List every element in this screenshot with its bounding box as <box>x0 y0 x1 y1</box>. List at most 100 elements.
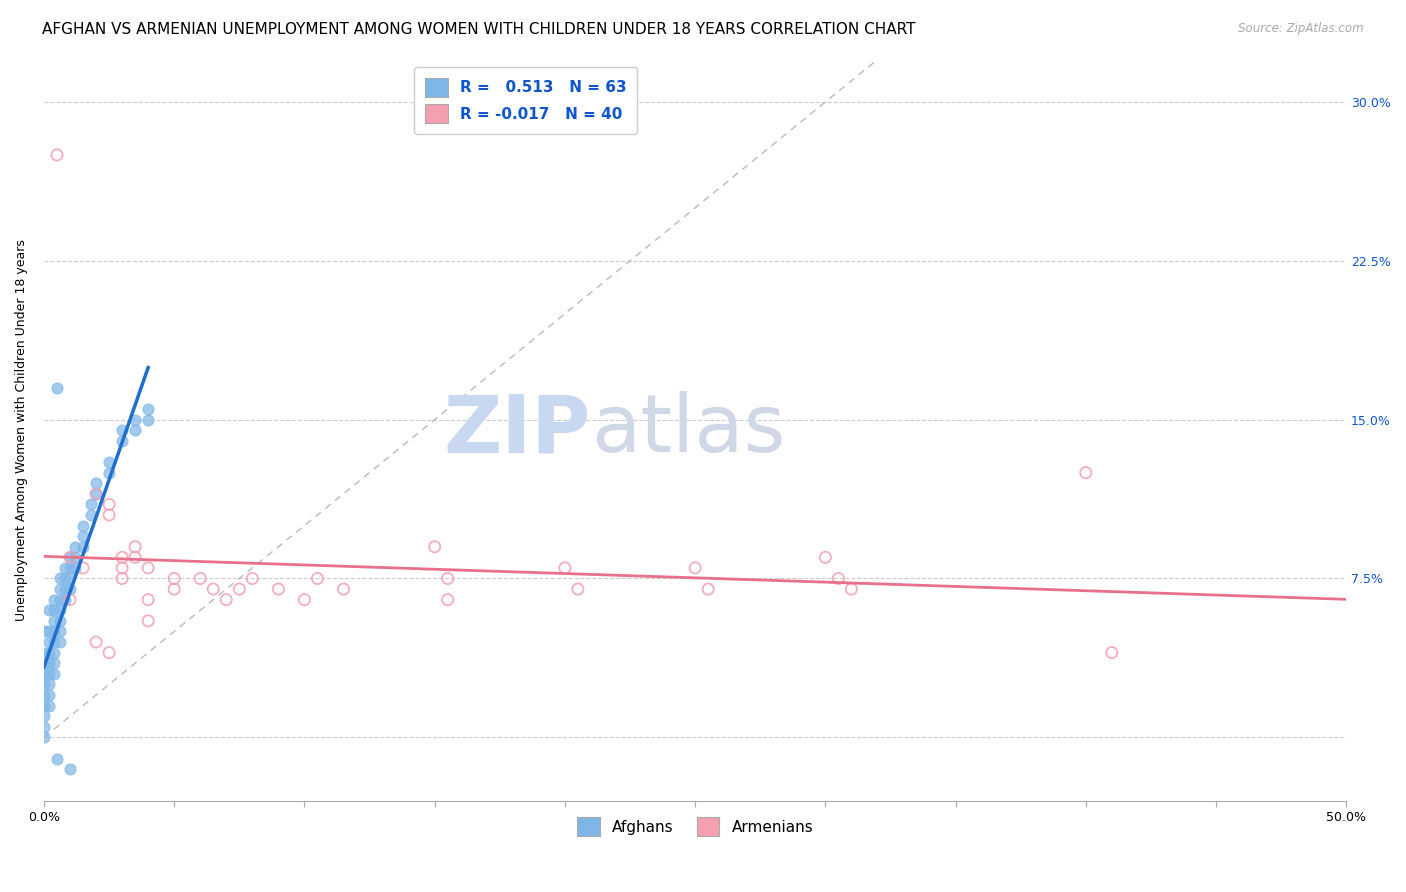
Point <box>124 550 146 565</box>
Point <box>436 572 458 586</box>
Point <box>32 698 55 713</box>
Point <box>48 592 70 607</box>
Point <box>567 582 589 596</box>
Point <box>44 614 66 628</box>
Point <box>53 561 76 575</box>
Point <box>44 603 66 617</box>
Point <box>267 582 290 596</box>
Point <box>332 582 354 596</box>
Point <box>65 561 87 575</box>
Point <box>136 402 159 417</box>
Point <box>32 666 55 681</box>
Point <box>59 572 82 586</box>
Text: ZIP: ZIP <box>444 392 591 469</box>
Point <box>188 572 211 586</box>
Point <box>98 466 121 480</box>
Point <box>59 592 82 607</box>
Point <box>111 423 134 437</box>
Point <box>44 657 66 671</box>
Point <box>44 624 66 639</box>
Point <box>84 487 107 501</box>
Point <box>111 572 134 586</box>
Point <box>136 561 159 575</box>
Point <box>38 624 60 639</box>
Point <box>59 550 82 565</box>
Point <box>53 572 76 586</box>
Point <box>1074 466 1097 480</box>
Point <box>436 592 458 607</box>
Point <box>46 381 69 395</box>
Point <box>44 635 66 649</box>
Point <box>32 624 55 639</box>
Point <box>72 518 94 533</box>
Point <box>38 677 60 691</box>
Point <box>98 646 121 660</box>
Point <box>59 550 82 565</box>
Point <box>65 550 87 565</box>
Point <box>38 698 60 713</box>
Point <box>307 572 329 586</box>
Point <box>53 582 76 596</box>
Point <box>240 572 263 586</box>
Point <box>814 550 837 565</box>
Point <box>294 592 316 607</box>
Point <box>48 614 70 628</box>
Point <box>111 561 134 575</box>
Point <box>32 646 55 660</box>
Point <box>32 720 55 734</box>
Point <box>72 561 94 575</box>
Point <box>65 540 87 554</box>
Point <box>202 582 225 596</box>
Point <box>111 550 134 565</box>
Point <box>136 412 159 426</box>
Point <box>98 508 121 522</box>
Point <box>32 677 55 691</box>
Point <box>46 148 69 162</box>
Text: Source: ZipAtlas.com: Source: ZipAtlas.com <box>1239 22 1364 36</box>
Point <box>38 646 60 660</box>
Point <box>38 603 60 617</box>
Point <box>1101 646 1123 660</box>
Point <box>44 646 66 660</box>
Text: atlas: atlas <box>591 392 786 469</box>
Point <box>697 582 720 596</box>
Point <box>163 572 186 586</box>
Point <box>53 592 76 607</box>
Point <box>215 592 238 607</box>
Point <box>48 624 70 639</box>
Point <box>554 561 576 575</box>
Point <box>38 657 60 671</box>
Legend: Afghans, Armenians: Afghans, Armenians <box>568 808 823 845</box>
Point <box>111 434 134 448</box>
Point <box>124 412 146 426</box>
Point <box>84 635 107 649</box>
Point <box>98 455 121 469</box>
Point <box>683 561 706 575</box>
Point <box>32 688 55 702</box>
Text: AFGHAN VS ARMENIAN UNEMPLOYMENT AMONG WOMEN WITH CHILDREN UNDER 18 YEARS CORRELA: AFGHAN VS ARMENIAN UNEMPLOYMENT AMONG WO… <box>42 22 915 37</box>
Point <box>46 751 69 765</box>
Point <box>423 540 446 554</box>
Point <box>48 572 70 586</box>
Point <box>32 731 55 745</box>
Point <box>59 561 82 575</box>
Point <box>32 657 55 671</box>
Point <box>124 423 146 437</box>
Point <box>72 529 94 543</box>
Point <box>72 540 94 554</box>
Point <box>48 582 70 596</box>
Point <box>48 635 70 649</box>
Point <box>48 603 70 617</box>
Point <box>44 666 66 681</box>
Point <box>80 497 103 511</box>
Point <box>124 540 146 554</box>
Point <box>80 508 103 522</box>
Point <box>136 592 159 607</box>
Point <box>98 497 121 511</box>
Point <box>84 476 107 491</box>
Y-axis label: Unemployment Among Women with Children Under 18 years: Unemployment Among Women with Children U… <box>15 239 28 621</box>
Point <box>84 487 107 501</box>
Point <box>841 582 863 596</box>
Point <box>38 635 60 649</box>
Point <box>32 709 55 723</box>
